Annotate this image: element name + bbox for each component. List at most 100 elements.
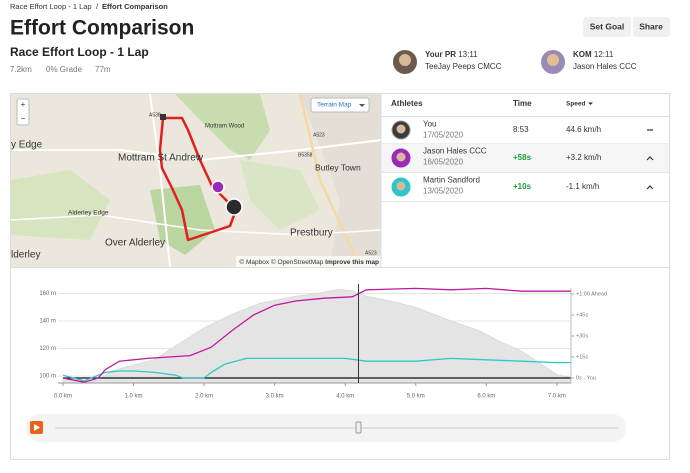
button-label[interactable]: Share [639, 21, 663, 31]
y-tick-label: 120 m [39, 346, 56, 352]
column-header: Time [513, 99, 532, 108]
card [10, 93, 670, 460]
avatar-face [399, 54, 411, 66]
zoom-in[interactable]: + [21, 100, 26, 109]
attribution-text: © Mapbox © OpenStreetMap [239, 258, 323, 266]
pr-athlete: TeeJay Peeps CMCC [425, 62, 502, 71]
avatar-face [396, 181, 406, 191]
place-label: Prestbury [290, 228, 333, 239]
row-bg [382, 143, 669, 173]
elevation-chart: 100 m 120 m 140 m 160 m 0s - You +15s +30s +45s… [39, 284, 607, 400]
slider-thumb[interactable] [355, 421, 362, 434]
x-tick-label: 1.0 km [125, 394, 143, 400]
athlete-name[interactable]: Jason Hales CCC [423, 147, 487, 156]
page-title: Effort Comparison [10, 17, 194, 40]
road-label: A538 [149, 112, 161, 118]
zoom-control [16, 98, 30, 126]
attribution: © Mapbox © OpenStreetMap Improve this ma… [239, 258, 379, 266]
route [158, 116, 238, 242]
kom-line: KOM 12:11 [573, 50, 614, 59]
y2-tick-label: +30s [576, 333, 588, 339]
segment-name: Race Effort Loop - 1 Lap [10, 45, 149, 59]
x-tick-label: 4.0 km [336, 394, 354, 400]
set-goal-button[interactable] [583, 17, 631, 37]
button-label[interactable]: Set Goal [590, 21, 624, 31]
breadcrumb-current: Effort Comparison [102, 2, 168, 11]
breadcrumb-separator: / [96, 2, 99, 11]
urban [300, 94, 381, 267]
road [149, 93, 171, 268]
place-label: Alderley Edge [68, 210, 109, 217]
y-tick-label: 140 m [39, 319, 56, 325]
effort-speed: +3.2 km/h [566, 153, 601, 162]
road [298, 93, 362, 268]
map[interactable]: Mottram Wood Mottram St Andrew Butley To… [10, 93, 382, 268]
road-label: A523 [313, 132, 325, 138]
column-header[interactable]: Speed [566, 101, 586, 108]
breadcrumb-link[interactable]: Race Effort Loop - 1 Lap [10, 2, 92, 11]
road-label: B5358 [298, 152, 313, 158]
y-tick-label: 100 m [39, 374, 56, 380]
effort-date: 13/05/2020 [423, 187, 464, 196]
kom-athlete: Jason Hales CCC [573, 62, 637, 71]
athlete-name[interactable]: Martin Sandford [423, 176, 480, 185]
avatar-face [396, 152, 406, 162]
improve-link[interactable]: Improve this map [325, 259, 379, 266]
effort-date: 17/05/2020 [423, 131, 464, 140]
kom-label: KOM [573, 50, 592, 59]
segment-stat: 7.2km [10, 65, 32, 74]
effort-time: +58s [513, 153, 532, 162]
pr-line: Your PR 13:11 [425, 50, 478, 59]
x-tick-label: 2.0 km [195, 394, 213, 400]
terrain-label[interactable]: Terrain Map [317, 102, 352, 109]
effort-time: +10s [513, 182, 532, 191]
x-tick-label: 7.0 km [548, 394, 566, 400]
effort-date: 16/05/2020 [423, 158, 464, 167]
marker [211, 180, 225, 194]
place-label: Over Alderley [105, 238, 165, 249]
elevation-area [62, 288, 572, 384]
y-tick-label: 160 m [39, 291, 56, 297]
place-label: Mottram Wood [205, 124, 244, 130]
athlete-name[interactable]: You [423, 120, 437, 129]
share-button[interactable] [633, 17, 670, 37]
y2-tick-label: +15s [576, 354, 588, 360]
x-tick-label: 6.0 km [477, 394, 495, 400]
attribution-bg [236, 256, 381, 267]
collapse-icon[interactable] [646, 185, 654, 190]
place-label: Mottram St Andrew [118, 153, 204, 164]
avatar-face [547, 54, 559, 66]
woodland [240, 160, 320, 230]
y2-tick-label: +1:00 Ahead [576, 291, 607, 297]
play-icon [34, 424, 40, 431]
road-label: A523 [365, 250, 377, 256]
terrain-button[interactable] [310, 97, 370, 113]
effort-speed: 44.6 km/h [566, 125, 601, 134]
segment-stat: 77m [95, 65, 111, 74]
gap-line [62, 287, 571, 383]
gap-line [62, 357, 571, 382]
place-label: y Edge [11, 140, 43, 151]
kom-time: 12:11 [594, 50, 614, 59]
pr-time: 13:11 [458, 50, 478, 59]
effort-time: 8:53 [513, 125, 529, 134]
dropdown-icon [359, 104, 365, 107]
place-label: lderley [11, 250, 40, 261]
effort-speed: -1.1 km/h [566, 182, 599, 191]
x-tick-label: 5.0 km [407, 394, 425, 400]
y2-tick-label: +45s [576, 312, 588, 318]
column-header: Athletes [391, 99, 423, 108]
zoom-out[interactable]: − [21, 114, 26, 123]
collapse-icon[interactable] [646, 156, 654, 161]
start-flag [160, 114, 166, 120]
x-tick-label: 0.0 km [54, 394, 72, 400]
woodland [175, 94, 270, 160]
marker [225, 198, 243, 216]
y2-tick-label: 0s - You [576, 375, 596, 381]
segment-stat: 0% Grade [46, 65, 83, 74]
road [10, 214, 382, 236]
pr-label: Your PR [425, 50, 456, 59]
avatar-face [396, 124, 406, 134]
